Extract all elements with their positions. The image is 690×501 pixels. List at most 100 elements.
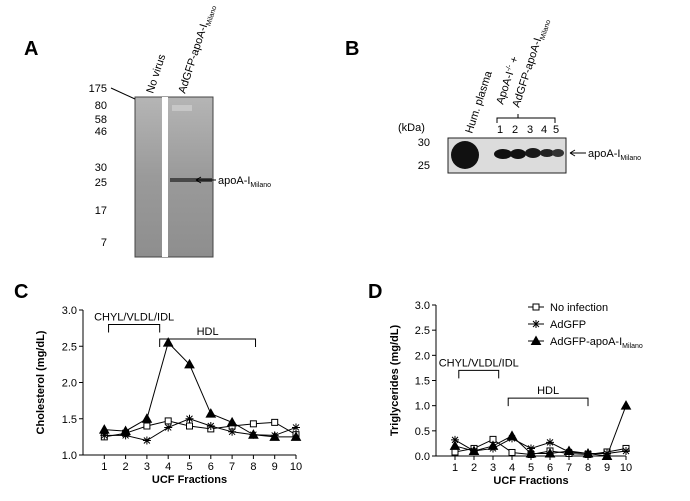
marker	[249, 420, 257, 428]
marker	[508, 448, 516, 456]
legend-text: No infection	[550, 302, 608, 314]
marker	[620, 400, 632, 410]
marker	[226, 416, 238, 427]
series-line	[454, 438, 627, 455]
lane-number: 3	[527, 124, 533, 136]
lane-number: 1	[497, 124, 503, 136]
legend-subscript: Milano	[622, 343, 643, 350]
x-tick-label: 7	[566, 462, 572, 474]
y-tick-label: 2.5	[62, 341, 77, 353]
marker	[142, 436, 151, 445]
y-tick-label: 3.0	[415, 300, 430, 312]
x-tick-label: 2	[471, 462, 477, 474]
marker	[248, 429, 259, 439]
lane-number: 4	[541, 124, 547, 136]
legend-text: AdGFP-apoA-I	[550, 336, 622, 348]
legend-text: AdGFP	[550, 319, 586, 331]
y-tick-label: 0.0	[415, 451, 430, 463]
x-tick-label: 7	[229, 461, 235, 473]
y-tick-label: 3.0	[62, 305, 77, 317]
marker	[622, 446, 630, 455]
x-tick-label: 1	[452, 462, 458, 474]
marker	[487, 440, 499, 450]
series-line	[104, 418, 297, 442]
marker	[164, 417, 172, 425]
marker	[525, 447, 537, 458]
x-tick-label: 4	[165, 461, 171, 473]
mw-label: 80	[95, 100, 107, 112]
legend-marker	[530, 335, 542, 345]
band	[170, 178, 212, 182]
x-axis-label: UCF Fractions	[493, 475, 568, 487]
arrow-head	[195, 176, 202, 184]
marker	[186, 422, 193, 430]
panel-label: D	[368, 281, 382, 303]
marker	[563, 445, 575, 455]
y-tick-label: 2.5	[415, 325, 430, 337]
mw-label: 25	[95, 177, 107, 189]
lane-label: AdGFP-apoA-IMilano	[176, 3, 218, 96]
y-tick-label: 1.5	[62, 414, 77, 426]
lane-label: No virus	[144, 52, 168, 95]
band	[525, 148, 541, 158]
y-tick-label: 2.0	[62, 378, 77, 390]
x-tick-label: 3	[144, 461, 150, 473]
panel-label: B	[345, 38, 359, 60]
lane-label: Hum. plasma	[463, 69, 495, 135]
marker	[121, 431, 130, 440]
mw-label: 46	[95, 126, 107, 138]
y-tick-label: 2.0	[415, 350, 430, 362]
x-tick-label: 10	[620, 462, 632, 474]
band	[494, 149, 512, 159]
marker	[468, 445, 480, 455]
bracket	[159, 338, 257, 347]
annotation: CHYL/VLDL/IDL	[94, 312, 174, 324]
mw-label: 58	[95, 114, 107, 126]
marker	[98, 424, 110, 434]
marker	[544, 447, 556, 458]
x-tick-label: 9	[604, 462, 610, 474]
series-line	[454, 405, 627, 457]
x-tick-label: 5	[186, 461, 192, 473]
marker	[185, 414, 194, 423]
marker	[141, 413, 153, 423]
band	[451, 141, 479, 169]
marker	[120, 425, 131, 436]
marker	[143, 422, 151, 430]
panel-label: C	[14, 281, 28, 303]
blot	[134, 96, 214, 258]
x-tick-label: 2	[123, 461, 129, 473]
arrow-head	[569, 149, 576, 157]
x-tick-label: 8	[585, 462, 591, 474]
lane-number: 2	[512, 124, 518, 136]
mw-label: 25	[418, 160, 430, 172]
marker	[269, 431, 281, 441]
mw-label: 17	[95, 205, 107, 217]
marker	[184, 358, 195, 369]
series-line	[454, 437, 627, 454]
mw-label: 7	[101, 237, 107, 249]
x-tick-label: 3	[490, 462, 496, 474]
marker	[546, 438, 554, 447]
legend-entry: AdGFP	[550, 319, 586, 331]
lane-gap	[162, 97, 168, 257]
y-tick-label: 1.0	[62, 450, 77, 462]
marker	[162, 337, 174, 347]
marker	[451, 435, 459, 444]
marker	[164, 423, 173, 432]
mw-label: 175	[89, 83, 107, 95]
legend-entry: AdGFP-apoA-IMilano	[550, 336, 643, 350]
mw-label: 30	[418, 137, 430, 149]
x-tick-label: 1	[101, 461, 107, 473]
marker	[506, 430, 518, 440]
y-tick-label: 1.0	[415, 401, 430, 413]
marker	[205, 408, 217, 418]
marker	[582, 447, 594, 458]
series-line	[104, 420, 297, 438]
band-label: apoA-IMilano	[588, 148, 641, 162]
band	[510, 149, 526, 159]
annotation: HDL	[197, 326, 219, 338]
series-line	[104, 341, 296, 438]
bracket	[108, 324, 161, 333]
